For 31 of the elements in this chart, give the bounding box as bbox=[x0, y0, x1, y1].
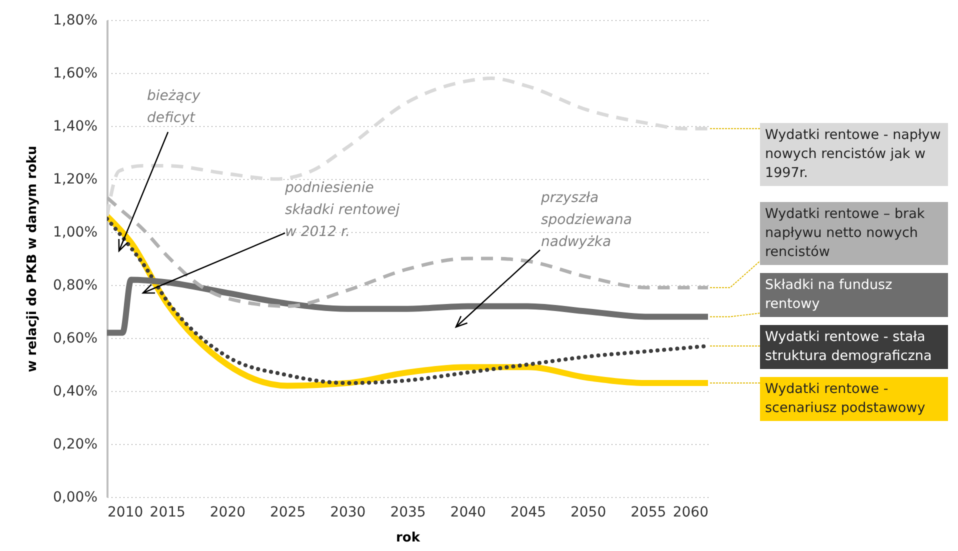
y-tick-label: 0,60% bbox=[53, 330, 98, 346]
x-tick-label: 2035 bbox=[390, 504, 426, 520]
x-tick-label: 2040 bbox=[450, 504, 486, 520]
annotation: bieżący deficyt bbox=[147, 88, 202, 126]
x-tick-label: 2060 bbox=[672, 504, 708, 520]
y-tick-label: 1,20% bbox=[53, 172, 98, 188]
y-tick-label: 0,00% bbox=[53, 490, 98, 506]
x-tick-label: 2010 bbox=[108, 504, 144, 520]
y-tick-label: 0,40% bbox=[53, 384, 98, 400]
x-tick-label: 2020 bbox=[210, 504, 246, 520]
y-tick-label: 1,60% bbox=[53, 66, 98, 82]
y-tick-label: 1,80% bbox=[53, 12, 98, 28]
x-tick-label: 2050 bbox=[570, 504, 606, 520]
y-tick-label: 1,40% bbox=[53, 118, 98, 134]
y-tick-label: 1,00% bbox=[53, 224, 98, 240]
x-axis-title: rok bbox=[396, 530, 420, 546]
text: Wydatki rentowe - napływ nowych rencistów jak w 1997r. bbox=[760, 122, 948, 186]
annotation: podniesienie składki rentowej w 2012 r. bbox=[284, 180, 400, 240]
x-tick-label: 2055 bbox=[630, 504, 666, 520]
x-tick-label: 2045 bbox=[510, 504, 546, 520]
text: Wydatki rentowe – brak napływu netto nowych rencistów bbox=[760, 202, 948, 266]
text: Składki na fundusz rentowy bbox=[760, 273, 948, 318]
y-tick-label: 0,80% bbox=[53, 278, 98, 294]
x-tick-label: 2030 bbox=[330, 504, 366, 520]
y-tick-label: 0,20% bbox=[53, 436, 98, 452]
text: Wydatki rentowe - scenariusz podstawowy bbox=[760, 377, 948, 422]
annotation: przyszła spodziewana nadwyżka bbox=[540, 190, 632, 250]
x-tick-label: 2025 bbox=[270, 504, 306, 520]
y-axis-title: w relacji do PKB w danym roku bbox=[25, 146, 40, 372]
x-tick-label: 2015 bbox=[150, 504, 186, 520]
text: Wydatki rentowe - stała struktura demograficzna bbox=[760, 325, 948, 370]
